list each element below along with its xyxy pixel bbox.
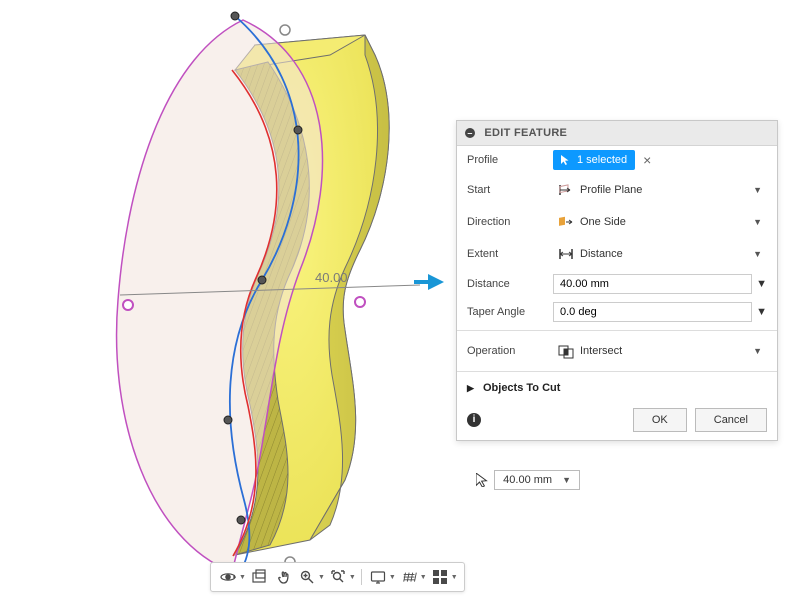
navigation-toolbar: ▼ ▼ ▼ ▼ ▼ ▼ (210, 562, 465, 592)
start-value: Profile Plane (580, 184, 753, 196)
expand-icon: ▶ (467, 383, 474, 394)
cancel-button[interactable]: Cancel (695, 408, 767, 432)
direction-value: One Side (580, 216, 753, 228)
distance-icon (558, 246, 574, 262)
panel-footer: i OK Cancel (457, 400, 777, 434)
display-settings-button[interactable] (367, 567, 389, 587)
look-at-button[interactable] (248, 567, 270, 587)
direction-dropdown[interactable]: One Side ▼ (553, 210, 767, 234)
panel-title-text: EDIT FEATURE (484, 127, 567, 139)
floating-value: 40.00 mm (503, 474, 552, 486)
info-icon[interactable]: i (467, 413, 481, 427)
separator (457, 371, 777, 372)
label-taper: Taper Angle (467, 306, 553, 318)
chevron-down-icon: ▼ (753, 346, 762, 356)
extent-dropdown[interactable]: Distance ▼ (553, 242, 767, 266)
objects-group-label: Objects To Cut (483, 382, 560, 394)
one-side-icon (558, 214, 574, 230)
viewports-button[interactable] (429, 567, 451, 587)
extent-value: Distance (580, 248, 753, 260)
grid-settings-button[interactable] (398, 567, 420, 587)
row-direction: Direction One Side ▼ (457, 206, 777, 238)
row-taper: Taper Angle ▼ (457, 298, 777, 326)
chevron-down-icon[interactable]: ▼ (756, 306, 767, 318)
profile-chip-text: 1 selected (577, 154, 627, 166)
taper-input[interactable] (553, 302, 752, 322)
zoom-button[interactable] (296, 567, 318, 587)
fit-button[interactable] (327, 567, 349, 587)
operation-dropdown[interactable]: Intersect ▼ (553, 339, 767, 363)
start-dropdown[interactable]: Profile Plane ▼ (553, 178, 767, 202)
profile-selection-chip[interactable]: 1 selected (553, 150, 635, 170)
label-operation: Operation (467, 345, 553, 357)
panel-title[interactable]: – EDIT FEATURE (457, 121, 777, 146)
row-distance: Distance ▼ (457, 270, 777, 298)
operation-value: Intersect (580, 345, 753, 357)
label-extent: Extent (467, 248, 553, 260)
chevron-down-icon: ▼ (753, 249, 762, 259)
chevron-down-icon: ▼ (753, 185, 762, 195)
objects-to-cut-group[interactable]: ▶ Objects To Cut (457, 376, 777, 400)
row-extent: Extent Distance ▼ (457, 238, 777, 270)
profile-plane-icon (558, 182, 574, 198)
separator (457, 330, 777, 331)
direction-manipulator[interactable] (414, 274, 444, 290)
clear-selection-button[interactable]: × (643, 152, 651, 168)
chevron-down-icon[interactable]: ▼ (756, 278, 767, 290)
row-start: Start Profile Plane ▼ (457, 174, 777, 206)
chevron-down-icon: ▼ (753, 217, 762, 227)
floating-dimension-input[interactable]: 40.00 mm ▼ (476, 470, 580, 490)
distance-input[interactable] (553, 274, 752, 294)
label-direction: Direction (467, 216, 553, 228)
label-profile: Profile (467, 154, 553, 166)
row-operation: Operation Intersect ▼ (457, 335, 777, 367)
cursor-icon (561, 155, 571, 165)
pan-button[interactable] (272, 567, 294, 587)
orbit-button[interactable] (217, 567, 239, 587)
ok-button[interactable]: OK (633, 408, 687, 432)
label-distance: Distance (467, 278, 553, 290)
intersect-icon (558, 343, 574, 359)
cursor-icon (476, 473, 490, 487)
dimension-label: 40.00 (315, 270, 348, 285)
row-profile: Profile 1 selected × (457, 146, 777, 174)
edit-feature-panel: – EDIT FEATURE Profile 1 selected × Star… (456, 120, 778, 441)
label-start: Start (467, 184, 553, 196)
collapse-icon[interactable]: – (465, 128, 475, 138)
toolbar-separator (361, 569, 362, 585)
chevron-down-icon[interactable]: ▼ (562, 475, 571, 485)
